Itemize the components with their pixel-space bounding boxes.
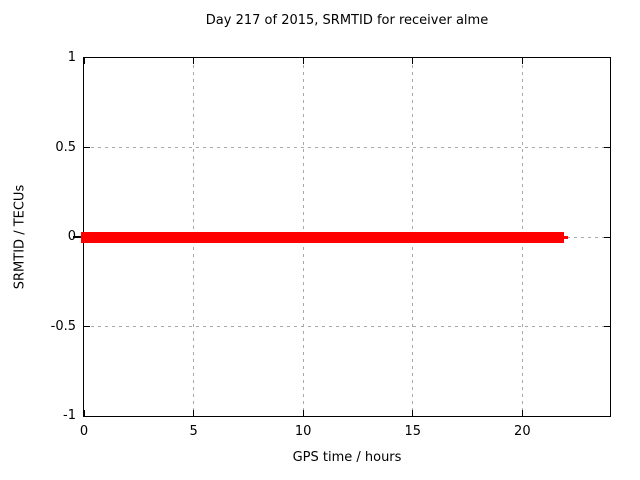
y-tick-right <box>604 236 610 238</box>
x-tick-bottom <box>412 410 414 416</box>
y-gridline <box>84 147 610 148</box>
y-tick-label: 1 <box>67 50 76 65</box>
y-zero-outer-dash <box>73 236 81 238</box>
y-tick-left <box>84 147 90 148</box>
y-tick-label: 0 <box>67 229 76 244</box>
x-tick-bottom <box>83 410 85 416</box>
x-tick-label: 0 <box>79 424 89 439</box>
series-SRMTID <box>81 231 564 243</box>
series-SRMTID-tail <box>563 235 569 239</box>
x-axis-label: GPS time / hours <box>292 450 402 465</box>
x-tick-label: 15 <box>404 424 422 439</box>
x-tick-label: 5 <box>189 424 198 439</box>
y-tick-left <box>84 326 90 327</box>
y-tick-right <box>604 326 610 327</box>
x-tick-top <box>193 58 195 64</box>
x-tick-bottom <box>302 410 304 416</box>
y-tick-label: -1 <box>63 408 76 423</box>
x-tick-label: 20 <box>514 424 531 439</box>
y-gridline <box>84 326 610 327</box>
x-tick-bottom <box>193 410 195 416</box>
x-tick-top <box>83 58 85 64</box>
y-tick-label: 0.5 <box>55 139 76 155</box>
x-tick-top <box>302 58 304 64</box>
chart-title: Day 217 of 2015, SRMTID for receiver alm… <box>205 13 489 28</box>
x-tick-top <box>521 58 523 64</box>
x-tick-bottom <box>521 410 523 416</box>
x-tick-label: 10 <box>294 424 312 439</box>
plot-area: 0 5 10 15 20 1 0.5 0 -0.5 -1 <box>51 50 611 439</box>
y-tick-label: -0.5 <box>50 318 76 334</box>
y-tick-right <box>604 147 610 148</box>
x-tick-top <box>412 58 414 64</box>
